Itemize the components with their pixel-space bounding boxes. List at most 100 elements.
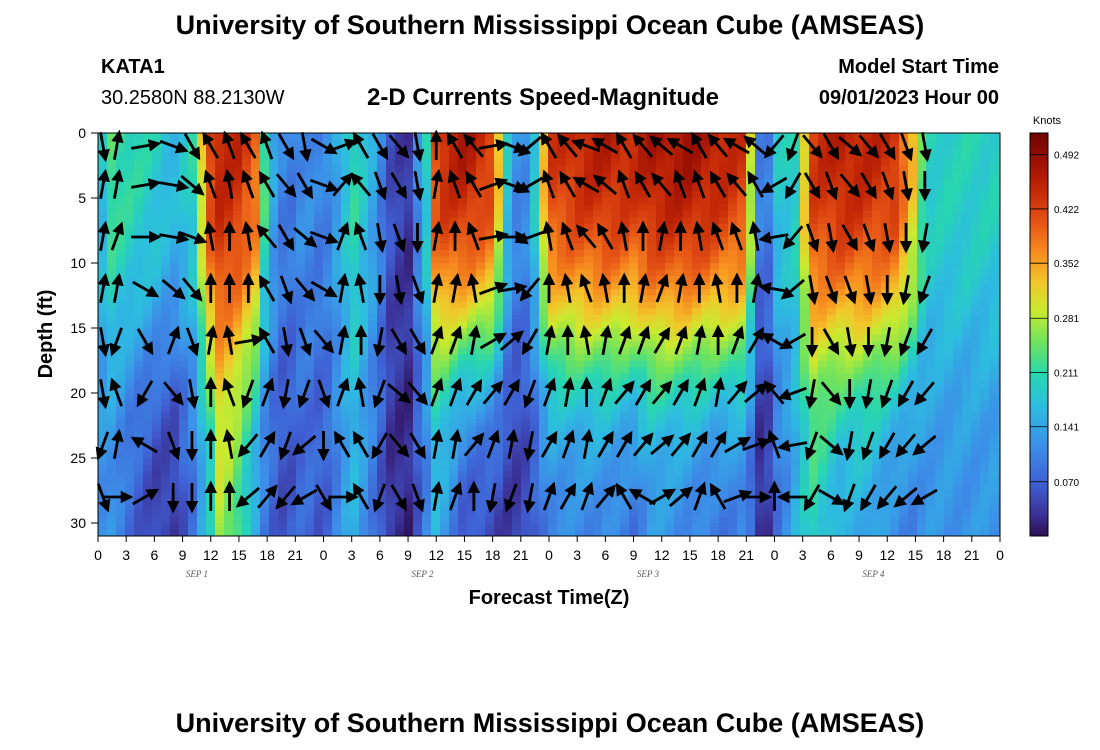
heatmap-cell xyxy=(404,516,414,524)
heatmap-cell xyxy=(161,490,171,498)
heatmap-cell xyxy=(629,282,639,290)
heatmap-cell xyxy=(260,516,270,524)
heatmap-cell xyxy=(134,315,144,323)
heatmap-cell xyxy=(296,191,306,199)
heatmap-cell xyxy=(143,497,153,505)
heatmap-cell xyxy=(449,367,459,375)
heatmap-cell xyxy=(359,341,369,349)
heatmap-cell xyxy=(521,211,531,219)
heatmap-cell xyxy=(404,412,414,420)
heatmap-cell xyxy=(746,256,756,264)
heatmap-cell xyxy=(656,419,666,427)
heatmap-cell xyxy=(746,302,756,310)
heatmap-cell xyxy=(395,308,405,316)
heatmap-cell xyxy=(431,302,441,310)
heatmap-cell xyxy=(764,399,774,407)
heatmap-cell xyxy=(170,523,180,531)
heatmap-cell xyxy=(287,224,297,232)
heatmap-cell xyxy=(710,425,720,433)
heatmap-cell xyxy=(764,412,774,420)
heatmap-cell xyxy=(287,451,297,459)
heatmap-cell xyxy=(719,393,729,401)
heatmap-cell xyxy=(296,516,306,524)
heatmap-cell xyxy=(170,529,180,536)
heatmap-cell xyxy=(719,263,729,271)
heatmap-cell xyxy=(611,321,621,329)
heatmap-cell xyxy=(791,367,801,375)
heatmap-cell xyxy=(161,211,171,219)
heatmap-cell xyxy=(224,399,234,407)
heatmap-cell xyxy=(791,380,801,388)
heatmap-cell xyxy=(359,393,369,401)
heatmap-cell xyxy=(449,503,459,511)
heatmap-cell xyxy=(665,367,675,375)
heatmap-cell xyxy=(422,146,432,154)
heatmap-cell xyxy=(629,425,639,433)
heatmap-cell xyxy=(683,204,693,212)
heatmap-cell xyxy=(179,263,189,271)
heatmap-cell xyxy=(206,458,216,466)
heatmap-cell xyxy=(161,438,171,446)
heatmap-cell xyxy=(458,250,468,258)
heatmap-cell xyxy=(458,178,468,186)
heatmap-cell xyxy=(710,360,720,368)
heatmap-cell xyxy=(431,419,441,427)
heatmap-cell xyxy=(161,471,171,479)
heatmap-cell xyxy=(557,334,567,342)
heatmap-cell xyxy=(359,198,369,206)
heatmap-cell xyxy=(116,211,126,219)
heatmap-cell xyxy=(494,315,504,323)
heatmap-cell xyxy=(665,159,675,167)
heatmap-cell xyxy=(116,256,126,264)
heatmap-cell xyxy=(584,471,594,479)
heatmap-cell xyxy=(404,269,414,277)
heatmap-cell xyxy=(494,243,504,251)
heatmap-cell xyxy=(728,315,738,323)
heatmap-cell xyxy=(350,393,360,401)
heatmap-cell xyxy=(350,250,360,258)
heatmap-cell xyxy=(710,393,720,401)
heatmap-cell xyxy=(701,445,711,453)
heatmap-cell xyxy=(602,178,612,186)
heatmap-cell xyxy=(755,139,765,147)
heatmap-cell xyxy=(197,204,207,212)
heatmap-cell xyxy=(413,529,423,536)
heatmap-cell xyxy=(458,490,468,498)
heatmap-cell xyxy=(566,497,576,505)
heatmap-cell xyxy=(116,510,126,518)
heatmap-cell xyxy=(206,523,216,531)
heatmap-cell xyxy=(422,406,432,414)
heatmap-cell xyxy=(476,321,486,329)
heatmap-cell xyxy=(656,425,666,433)
heatmap-cell xyxy=(485,295,495,303)
heatmap-cell xyxy=(143,451,153,459)
heatmap-cell xyxy=(377,159,387,167)
heatmap-cell xyxy=(818,269,828,277)
heatmap-cell xyxy=(494,425,504,433)
heatmap-cell xyxy=(188,276,198,284)
heatmap-cell xyxy=(809,523,819,531)
heatmap-cell xyxy=(107,315,117,323)
heatmap-cell xyxy=(134,224,144,232)
heatmap-cell xyxy=(485,146,495,154)
heatmap-cell xyxy=(134,308,144,316)
heatmap-cell xyxy=(755,256,765,264)
heatmap-cell xyxy=(728,185,738,193)
heatmap-cell xyxy=(584,204,594,212)
heatmap-cell xyxy=(242,250,252,258)
heatmap-cell xyxy=(152,425,162,433)
heatmap-cell xyxy=(647,367,657,375)
heatmap-cell xyxy=(242,484,252,492)
heatmap-cell xyxy=(728,497,738,505)
heatmap-cell xyxy=(746,451,756,459)
heatmap-cell xyxy=(332,484,342,492)
heatmap-cell xyxy=(242,289,252,297)
heatmap-cell xyxy=(755,406,765,414)
heatmap-cell xyxy=(197,503,207,511)
heatmap-cell xyxy=(422,451,432,459)
heatmap-cell xyxy=(269,276,279,284)
heatmap-cell xyxy=(269,133,279,141)
heatmap-cell xyxy=(134,152,144,160)
heatmap-cell xyxy=(287,250,297,258)
heatmap-cell xyxy=(485,373,495,381)
